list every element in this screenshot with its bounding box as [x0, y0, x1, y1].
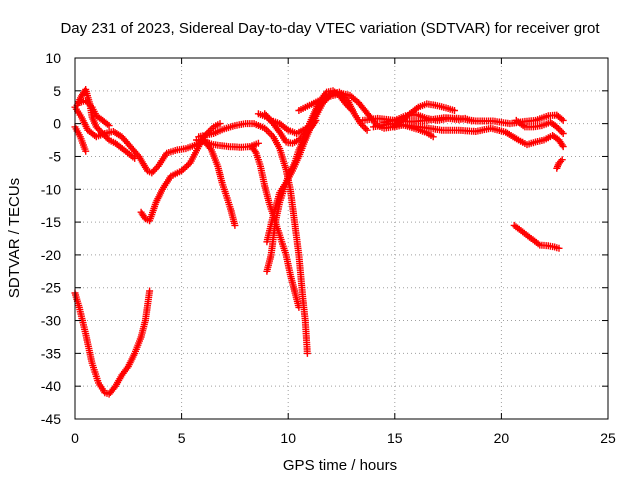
series-arc-8 [195, 120, 311, 357]
x-tick-label: 5 [178, 430, 186, 446]
x-tick-label: 20 [494, 430, 510, 446]
data-point [96, 126, 103, 134]
y-tick-label: -25 [41, 280, 61, 296]
data-point [261, 110, 269, 118]
data-point [83, 98, 91, 106]
y-tick-label: -40 [41, 378, 61, 394]
data-point [206, 144, 214, 152]
series-arc-15 [295, 89, 458, 132]
data-point [558, 141, 566, 149]
chart-title: Day 231 of 2023, Sidereal Day-to-day VTE… [60, 20, 600, 37]
data-point [559, 116, 567, 124]
series-arc-21 [510, 221, 563, 252]
data-point [559, 143, 567, 151]
series-arc-14 [261, 110, 318, 137]
y-tick-label: -10 [41, 181, 61, 197]
y-axis-label: SDTVAR / TECUs [6, 178, 23, 298]
series-arc-18 [380, 110, 476, 126]
y-tick-label: -20 [41, 247, 61, 263]
series-arc-19 [391, 121, 437, 141]
data-point [94, 125, 102, 133]
data-point [264, 113, 272, 121]
series-arc-10 [195, 136, 262, 151]
data-point [82, 147, 90, 155]
data-point [82, 97, 90, 105]
data-point [451, 107, 458, 114]
data-point [105, 122, 113, 130]
series-arc-4 [75, 97, 113, 130]
data-point [554, 125, 562, 133]
data-point [297, 134, 304, 142]
y-tick-label: -30 [41, 313, 61, 329]
x-axis-label: GPS time / hours [283, 457, 397, 474]
x-tick-label: 15 [387, 430, 403, 446]
data-point [254, 139, 262, 147]
axis-ticks: 0 5 10 15 20 25 10 5 0 -5 -10 -15 -20 -25 -30 -35 -40 -45 [41, 50, 616, 446]
data-point [559, 130, 567, 137]
series-arc-17 [370, 120, 567, 151]
data-point [558, 115, 566, 123]
data-point [303, 349, 311, 357]
series-arc-2 [73, 86, 139, 162]
data-marks [71, 86, 567, 398]
x-tick-label: 25 [600, 430, 616, 446]
data-point [216, 120, 224, 128]
y-tick-label: 10 [45, 50, 61, 66]
data-point [102, 133, 110, 141]
y-tick-label: -5 [49, 148, 62, 164]
data-point [360, 123, 368, 131]
data-point [295, 303, 303, 311]
data-point [555, 159, 563, 167]
data-point [555, 244, 563, 252]
x-tick-label: 10 [280, 430, 296, 446]
data-point [310, 118, 318, 126]
y-tick-label: 5 [53, 83, 61, 99]
data-point [104, 134, 111, 142]
data-point [556, 126, 564, 134]
y-tick-label: 0 [53, 116, 61, 132]
y-tick-label: -35 [41, 345, 61, 361]
data-point [558, 156, 566, 164]
series-arc-22 [553, 156, 566, 172]
data-point [87, 102, 94, 110]
data-point [99, 130, 107, 137]
plot-frame [74, 57, 609, 420]
data-point [362, 125, 369, 133]
data-point [429, 133, 437, 141]
data-point [231, 221, 239, 229]
data-point [131, 154, 139, 162]
y-tick-label: -45 [41, 411, 61, 427]
data-point [363, 126, 371, 134]
data-point [149, 167, 157, 175]
data-point [146, 287, 154, 295]
series-arc-11 [263, 87, 356, 275]
data-point [295, 136, 303, 144]
y-tick-label: -15 [41, 214, 61, 230]
data-point [558, 128, 566, 136]
x-tick-label: 0 [71, 430, 79, 446]
series-arc-3 [71, 123, 90, 155]
data-point [104, 120, 111, 128]
series-arc-20 [512, 116, 567, 137]
series-arc-6 [71, 287, 154, 398]
data-point [468, 117, 476, 125]
